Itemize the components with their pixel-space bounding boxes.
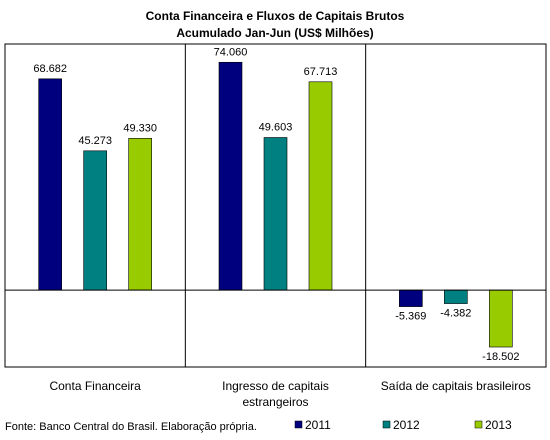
data-label: 45.273 bbox=[78, 135, 112, 147]
data-label: 67.713 bbox=[304, 66, 338, 78]
category-label: Ingresso de capitais bbox=[222, 379, 329, 393]
bar-2013-2 bbox=[308, 81, 333, 291]
data-label: -4.382 bbox=[440, 308, 471, 320]
bar-2013-1 bbox=[128, 138, 152, 291]
chart-title-line-2: Acumulado Jan-Jun (US$ Milhões) bbox=[176, 26, 373, 40]
legend-swatch-2013 bbox=[474, 420, 483, 429]
bar-2011-1 bbox=[38, 78, 62, 291]
legend-label-2013: 2013 bbox=[485, 418, 512, 432]
data-label: -18.502 bbox=[482, 351, 519, 363]
source-note: Fonte: Banco Central do Brasil. Elaboraç… bbox=[5, 421, 257, 433]
bar-2012-2 bbox=[263, 137, 288, 291]
data-label: -5.369 bbox=[395, 311, 426, 323]
category-label: Saída de capitais brasileiros bbox=[381, 379, 531, 393]
legend-label-2011: 2011 bbox=[305, 418, 331, 432]
bar-2011-3 bbox=[399, 289, 423, 307]
category-label: Conta Financeira bbox=[49, 379, 141, 393]
bar-2013-3 bbox=[489, 289, 513, 348]
plot-area bbox=[4, 43, 547, 368]
legend-swatch-2012 bbox=[382, 420, 391, 429]
bar-2012-1 bbox=[83, 150, 107, 291]
data-label: 49.330 bbox=[123, 122, 157, 134]
legend-swatch-2011 bbox=[294, 420, 303, 429]
data-label: 74.060 bbox=[214, 46, 248, 58]
data-label: 68.682 bbox=[33, 63, 67, 75]
bar-2012-3 bbox=[444, 289, 468, 304]
legend-label-2012: 2012 bbox=[393, 418, 420, 432]
category-label: estrangeiros bbox=[242, 395, 308, 409]
bar-2011-2 bbox=[218, 61, 243, 291]
chart-title-line-1: Conta Financeira e Fluxos de Capitais Br… bbox=[146, 9, 405, 23]
data-label: 49.603 bbox=[259, 122, 293, 134]
